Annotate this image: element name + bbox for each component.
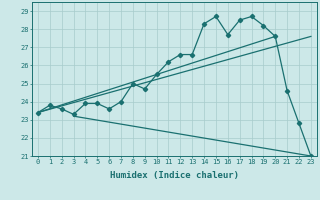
X-axis label: Humidex (Indice chaleur): Humidex (Indice chaleur)	[110, 171, 239, 180]
